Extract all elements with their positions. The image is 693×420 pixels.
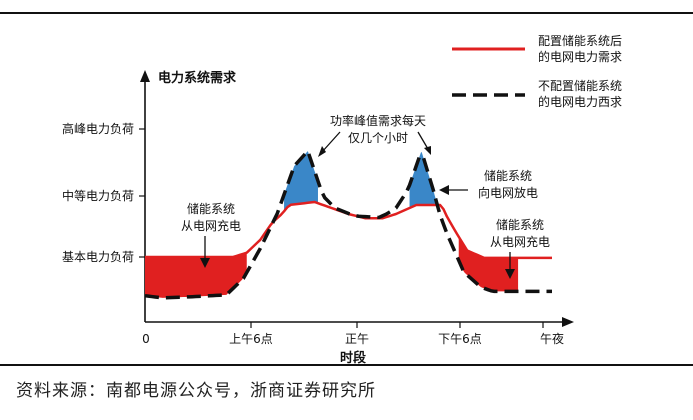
arrowhead xyxy=(505,269,515,279)
annotation-discharge: 储能系统 向电网放电 xyxy=(439,168,538,200)
y-tick-label: 中等电力负荷 xyxy=(62,188,134,203)
x-axis-arrow xyxy=(562,317,574,327)
x-tick-label: 下午6点 xyxy=(438,332,482,346)
discharge-region-1 xyxy=(284,151,318,212)
y-axis-title: 电力系统需求 xyxy=(158,70,237,86)
storage-regions xyxy=(145,151,519,298)
annotation-charge-right-line1: 储能系统 xyxy=(496,217,544,232)
x-axis-title: 时段 xyxy=(340,350,366,366)
annotation-peak-line2: 仅几个小时 xyxy=(348,131,408,145)
arrowhead xyxy=(318,146,326,157)
series-lines xyxy=(144,149,552,300)
annotation-peak: 功率峰值需求每天 仅几个小时 xyxy=(318,113,431,157)
legend-label-with-storage-2: 的电网电力需求 xyxy=(538,49,622,64)
annotation-peak-line1: 功率峰值需求每天 xyxy=(330,113,426,128)
annotation-discharge-line2: 向电网放电 xyxy=(478,185,538,200)
y-axis-arrow xyxy=(140,70,150,82)
y-ticks: 基本电力负荷 中等电力负荷 高峰电力负荷 xyxy=(62,121,145,264)
y-tick-label: 基本电力负荷 xyxy=(62,250,134,264)
annotation-charge-left: 储能系统 从电网充电 xyxy=(181,201,241,268)
top-rule xyxy=(0,12,693,14)
annotation-discharge-line1: 储能系统 xyxy=(484,168,532,183)
x-tick-label: 午夜 xyxy=(540,331,564,346)
arrow-line xyxy=(321,131,341,153)
annotation-charge-right-line2: 从电网充电 xyxy=(490,234,550,249)
y-tick-label: 高峰电力负荷 xyxy=(62,121,134,136)
arrow-line xyxy=(417,131,429,150)
legend: 配置储能系统后 的电网电力需求 不配置储能系统 的电网电力西求 xyxy=(452,33,622,109)
annotation-charge-left-line1: 储能系统 xyxy=(187,201,235,216)
legend-label-without-storage-1: 不配置储能系统 xyxy=(538,78,622,93)
arrowhead xyxy=(424,146,431,155)
charge-region-1 xyxy=(145,252,247,298)
bottom-rule xyxy=(0,364,693,366)
legend-label-without-storage-2: 的电网电力西求 xyxy=(538,94,622,109)
x-tick-label: 0 xyxy=(142,332,150,346)
series-line-without-storage xyxy=(144,149,552,300)
legend-label-with-storage-1: 配置储能系统后 xyxy=(538,33,622,48)
x-ticks: 0 上午6点 正午 下午6点 午夜 xyxy=(142,322,564,346)
x-tick-label: 正午 xyxy=(345,332,369,346)
arrowhead xyxy=(200,258,210,268)
arrowhead xyxy=(439,185,449,195)
source-note: 资料来源：南都电源公众号，浙商证券研究所 xyxy=(16,381,376,401)
annotation-charge-left-line2: 从电网充电 xyxy=(181,218,241,233)
x-tick-label: 上午6点 xyxy=(229,332,273,346)
charge-region-2 xyxy=(458,236,519,292)
annotation-charge-right: 储能系统 从电网充电 xyxy=(490,217,550,279)
